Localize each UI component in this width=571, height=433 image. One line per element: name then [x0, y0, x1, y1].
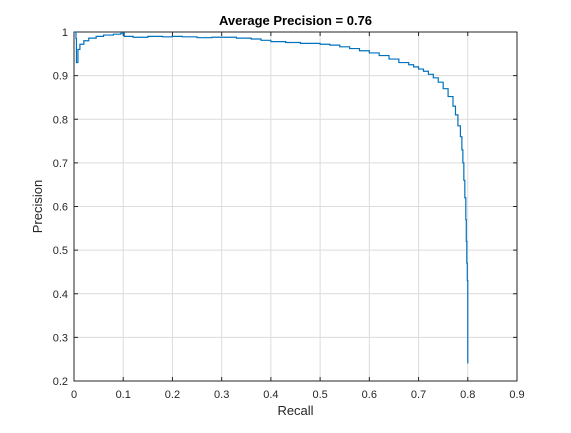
y-tick-label: 0.9	[53, 71, 68, 83]
y-tick-label: 0.6	[53, 202, 68, 214]
x-axis-label: Recall	[277, 403, 313, 418]
x-tick-label: 0.4	[263, 389, 278, 401]
x-tick-label: 0.6	[362, 389, 377, 401]
x-tick-label: 0.3	[214, 389, 229, 401]
y-tick-label: 1	[62, 27, 68, 39]
y-axis-label: Precision	[30, 180, 45, 233]
y-tick-label: 0.7	[53, 158, 68, 170]
x-tick-label: 0.2	[165, 389, 180, 401]
y-tick-label: 0.5	[53, 245, 68, 257]
x-tick-label: 0	[71, 389, 77, 401]
precision-recall-line	[74, 31, 469, 364]
y-tick-label: 0.8	[53, 114, 68, 126]
y-tick-label: 0.2	[53, 376, 68, 388]
x-tick-label: 0.8	[460, 389, 475, 401]
y-tick-label: 0.4	[53, 289, 68, 301]
y-tick-label: 0.3	[53, 332, 68, 344]
x-tick-label: 0.9	[509, 389, 524, 401]
grid-layer	[73, 31, 518, 382]
x-tick-label: 0.1	[116, 389, 131, 401]
ticks-layer: 0 0.1 0.2 0.3 0.4 0.5 0.6 0.7 0.8 0.9 0.2 0.3 0.4 0.5…	[53, 27, 525, 401]
x-tick-label: 0.7	[411, 389, 426, 401]
chart-title: Average Precision = 0.76	[219, 13, 372, 28]
x-tick-label: 0.5	[312, 389, 327, 401]
